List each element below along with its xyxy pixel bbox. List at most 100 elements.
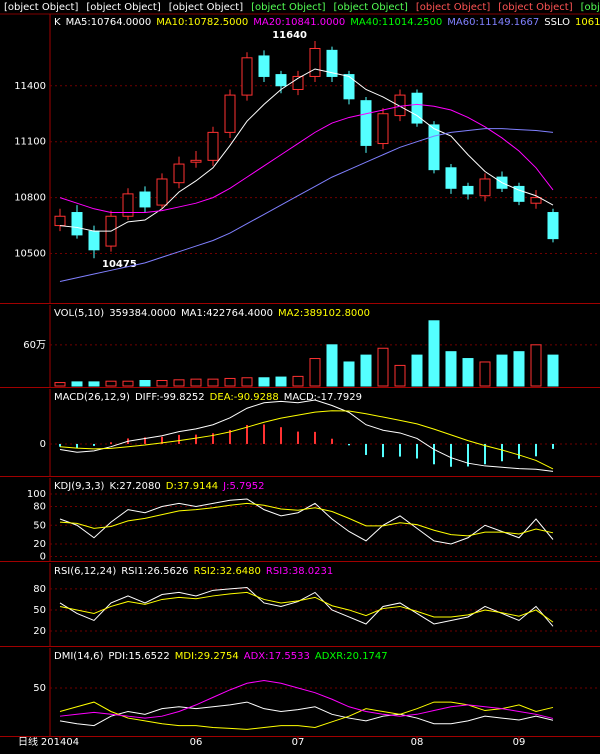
y-tick-label: 10800 bbox=[14, 193, 46, 204]
bar bbox=[513, 351, 525, 387]
bar bbox=[309, 358, 321, 387]
y-tick-label: 50 bbox=[33, 683, 46, 694]
bar bbox=[428, 320, 440, 387]
bar bbox=[394, 364, 406, 387]
series-line bbox=[59, 679, 554, 719]
candle-body bbox=[156, 178, 168, 206]
bar bbox=[156, 380, 168, 387]
series-line bbox=[59, 502, 554, 537]
y-tick-label: 0 bbox=[40, 552, 46, 563]
bar bbox=[445, 351, 457, 387]
bar bbox=[122, 380, 134, 387]
y-tick-label: 80 bbox=[33, 502, 46, 513]
y-tick-label: 10500 bbox=[14, 249, 46, 260]
header-item: [object Object] bbox=[251, 2, 325, 13]
candle-body bbox=[462, 185, 474, 195]
bar bbox=[496, 354, 508, 387]
header-item: [object Object] bbox=[169, 2, 243, 13]
bar bbox=[343, 361, 355, 387]
series-line bbox=[59, 587, 554, 627]
header-item: [object Object] bbox=[86, 2, 160, 13]
candle-body bbox=[394, 94, 406, 117]
candle-body bbox=[411, 92, 423, 124]
x-tick-label: 08 bbox=[411, 737, 424, 748]
legend-item: MA60:11149.1667 bbox=[447, 17, 539, 28]
x-axis-label: 日线 bbox=[18, 735, 38, 748]
series-line bbox=[59, 103, 554, 214]
bar bbox=[547, 354, 559, 387]
bar bbox=[173, 379, 185, 387]
candle-body bbox=[122, 193, 134, 217]
bar bbox=[479, 361, 491, 387]
y-tick-label: 11400 bbox=[14, 81, 46, 92]
legend-item: MA5:10764.0000 bbox=[66, 17, 152, 28]
legend-item: RSI1:26.5626 bbox=[121, 566, 188, 577]
legend-item: DMI(14,6) bbox=[54, 651, 103, 662]
bar bbox=[224, 377, 236, 387]
legend-item: SSLO bbox=[544, 17, 570, 28]
legend-item: MA1:422764.4000 bbox=[181, 308, 273, 319]
legend-item: RSI(6,12,24) bbox=[54, 566, 116, 577]
x-tick-label: 06 bbox=[190, 737, 203, 748]
candle-body bbox=[190, 159, 202, 163]
candle-body bbox=[530, 197, 542, 204]
legend-item: ADX:17.5533 bbox=[244, 651, 310, 662]
bar bbox=[360, 354, 372, 387]
candle-body bbox=[428, 124, 440, 171]
bar bbox=[190, 378, 202, 387]
series-line bbox=[59, 68, 554, 232]
candle-body bbox=[360, 100, 372, 146]
y-tick-label: 20 bbox=[33, 626, 46, 637]
y-tick-label: 50 bbox=[33, 520, 46, 531]
legend-item: 359384.0000 bbox=[109, 308, 176, 319]
series-line bbox=[59, 701, 554, 730]
bar bbox=[326, 344, 338, 387]
candle-body bbox=[309, 47, 321, 77]
legend-item: MDI:29.2754 bbox=[175, 651, 239, 662]
bar bbox=[377, 347, 389, 387]
header-item: [object Object] bbox=[581, 2, 600, 13]
candle-body bbox=[275, 74, 287, 87]
legend-item: DIFF:-99.8252 bbox=[135, 392, 205, 403]
legend-item: 10613.7500 bbox=[575, 17, 600, 28]
bar bbox=[139, 380, 151, 387]
candle-body bbox=[258, 55, 270, 77]
y-tick-label: 80 bbox=[33, 584, 46, 595]
legend-item: ADXR:20.1747 bbox=[315, 651, 388, 662]
candle-body bbox=[326, 49, 338, 77]
bar bbox=[411, 354, 423, 387]
legend-item: K:27.2080 bbox=[109, 481, 160, 492]
bar bbox=[275, 376, 287, 387]
candle-body bbox=[71, 212, 83, 236]
y-tick-label: 100 bbox=[27, 489, 46, 500]
bar bbox=[292, 375, 304, 387]
bar bbox=[54, 382, 66, 387]
candle-body bbox=[224, 94, 236, 133]
legend-item: K bbox=[54, 17, 61, 28]
annotation: 11640 bbox=[272, 30, 307, 41]
series-line bbox=[59, 410, 554, 470]
candle-body bbox=[88, 230, 100, 251]
legend-item: MA20:10841.0000 bbox=[253, 17, 345, 28]
legend-item: D:37.9144 bbox=[166, 481, 218, 492]
x-tick-label: 07 bbox=[292, 737, 305, 748]
series-line bbox=[59, 701, 554, 727]
legend-item: DEA:-90.9288 bbox=[210, 392, 279, 403]
header-item: [object Object] bbox=[334, 2, 408, 13]
legend-item: PDI:15.6522 bbox=[108, 651, 169, 662]
candle-body bbox=[479, 178, 491, 197]
bar bbox=[71, 381, 83, 387]
candle-body bbox=[513, 185, 525, 202]
annotation: 10475 bbox=[102, 259, 137, 270]
series-line bbox=[59, 591, 554, 623]
header-item: [object Object] bbox=[4, 2, 78, 13]
x-tick-label: 09 bbox=[513, 737, 526, 748]
legend-item: MA2:389102.8000 bbox=[278, 308, 370, 319]
candle-body bbox=[207, 131, 219, 161]
candle-body bbox=[547, 212, 559, 240]
legend-item: MA10:10782.5000 bbox=[156, 17, 248, 28]
bar bbox=[530, 344, 542, 387]
bar bbox=[105, 380, 117, 387]
y-tick-label: 20 bbox=[33, 539, 46, 550]
legend-item: J:5.7952 bbox=[222, 481, 264, 492]
